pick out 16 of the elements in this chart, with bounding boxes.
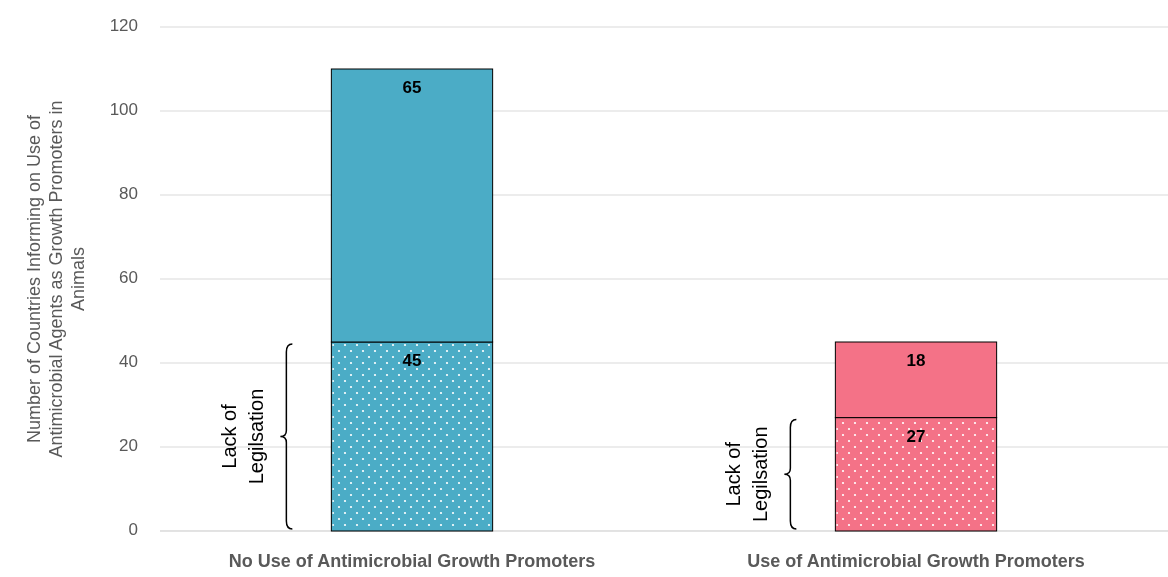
y-tick-label: 20 [119, 436, 138, 456]
y-tick-label: 80 [119, 184, 138, 204]
annotation: Lack of Legilsation [722, 426, 772, 523]
y-tick-label: 100 [109, 100, 138, 120]
data-label: 45 [402, 351, 422, 371]
x-tick-label: Use of Antimicrobial Growth Promoters [747, 551, 1085, 571]
y-tick-label: 0 [128, 520, 138, 540]
data-label: 65 [402, 78, 422, 98]
y-axis-title: Number of Countries Informing on Use of Antimicrobial Agents as Growth Promoters in Animals [24, 100, 88, 458]
data-label: 27 [906, 427, 926, 447]
y-tick-label: 60 [119, 268, 138, 288]
y-tick-label: 40 [119, 352, 138, 372]
y-tick-label: 120 [109, 16, 138, 36]
data-label: 18 [906, 351, 926, 371]
x-tick-label: No Use of Antimicrobial Growth Promoters [228, 551, 596, 571]
annotation: Lack of Legilsation [218, 388, 268, 485]
